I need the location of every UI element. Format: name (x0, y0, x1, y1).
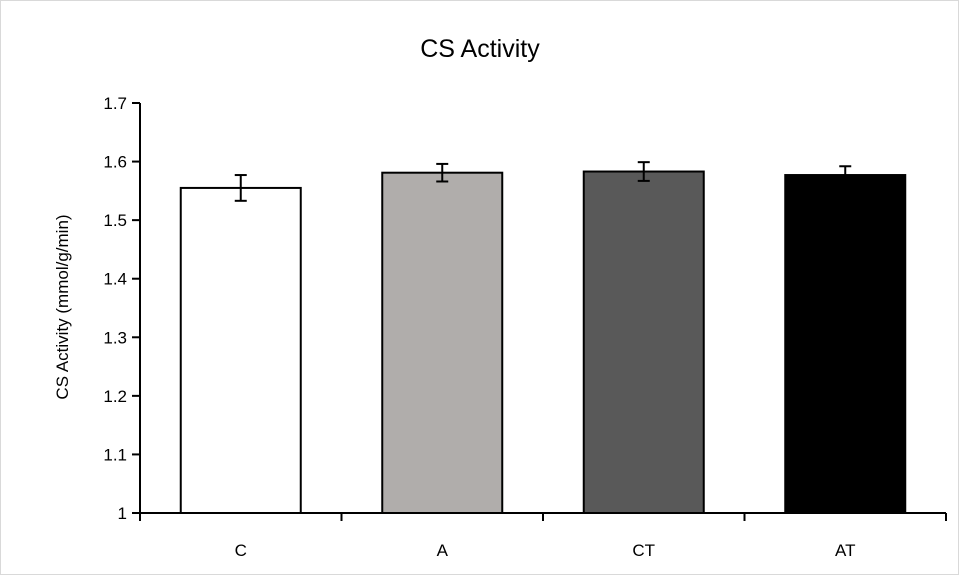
bar-ct (582, 170, 705, 514)
x-tick-label-c: C (235, 541, 247, 560)
y-tick-label: 1.7 (103, 94, 127, 113)
bar-at (784, 174, 907, 515)
x-tick-label-at: AT (835, 541, 855, 560)
y-tick-label: 1.1 (103, 445, 127, 464)
x-tick-label-a: A (437, 541, 449, 560)
bar-a (381, 171, 504, 514)
y-tick-label: 1.4 (103, 270, 127, 289)
y-tick-label: 1.3 (103, 328, 127, 347)
y-tick-label: 1.5 (103, 211, 127, 230)
y-tick-label: 1 (118, 504, 127, 523)
y-axis-label: CS Activity (mmol/g/min) (53, 214, 72, 399)
y-tick-label: 1.6 (103, 153, 127, 172)
chart-title: CS Activity (420, 35, 540, 63)
plot-area: C A CT AT 1 1.1 1.2 1.3 1.4 1.5 1.6 1.7 (103, 94, 947, 560)
x-tick-label-ct: CT (632, 541, 655, 560)
bar-c (179, 186, 302, 515)
y-tick-label: 1.2 (103, 387, 127, 406)
